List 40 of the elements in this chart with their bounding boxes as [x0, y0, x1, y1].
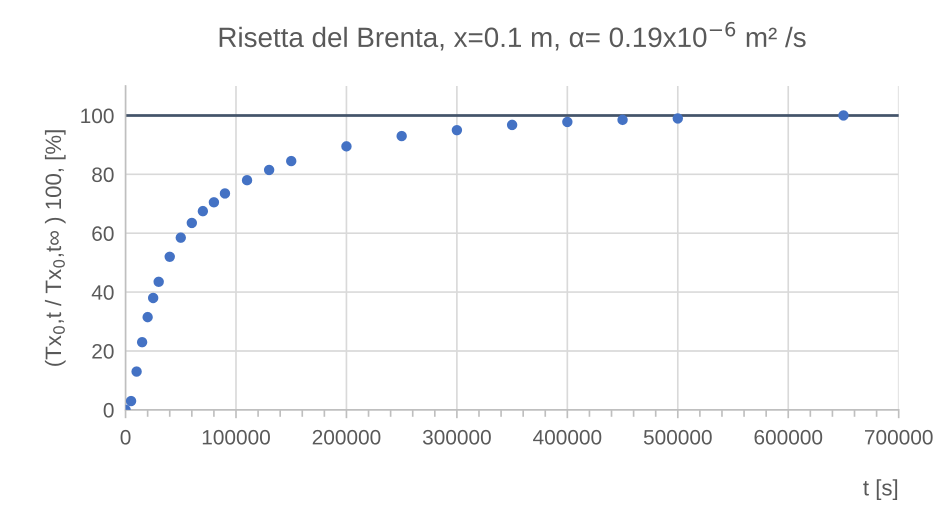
x-tick-label: 700000 [865, 430, 933, 445]
x-tick-label: 600000 [754, 430, 822, 445]
y-axis-title: (Tx$_{0}$,t / Tx$_{0}$,t∞ ) 100, [%] [44, 130, 66, 366]
point [286, 156, 296, 166]
point [220, 188, 230, 199]
y-tick-label: 60 [92, 226, 114, 241]
point [264, 164, 274, 176]
point [164, 252, 175, 262]
point [208, 197, 220, 208]
point [506, 120, 518, 130]
x-tick-label: 200000 [312, 430, 380, 445]
point [242, 175, 252, 186]
point [672, 113, 683, 124]
x-tick-label: 0 [120, 430, 131, 445]
point [136, 336, 148, 348]
point [126, 396, 136, 406]
chart-title: Risetta del Brenta, x=0.1 m, α= 0.19x10$^{−6}$ m² /s [220, 22, 806, 50]
point [341, 141, 352, 152]
x-tick-label: 500000 [644, 430, 712, 445]
point [562, 116, 573, 128]
point [148, 292, 158, 304]
x-axis-title: t [s] [863, 479, 898, 500]
y-tick-label: 20 [92, 344, 114, 359]
point [176, 232, 186, 243]
y-tick-label: 100 [81, 108, 114, 124]
y-tick-label: 40 [92, 285, 114, 300]
point [396, 130, 407, 142]
x-tick-label: 400000 [533, 430, 602, 445]
point [452, 124, 462, 136]
point [186, 218, 198, 228]
point [838, 110, 849, 121]
point [153, 276, 164, 288]
point [198, 206, 208, 216]
y-tick-label: 0 [104, 402, 114, 418]
point [142, 312, 153, 322]
y-tick-label: 80 [92, 167, 114, 182]
x-tick-label: 300000 [422, 430, 491, 445]
point [131, 366, 142, 377]
point [617, 114, 628, 126]
x-tick-label: 100000 [202, 430, 270, 445]
